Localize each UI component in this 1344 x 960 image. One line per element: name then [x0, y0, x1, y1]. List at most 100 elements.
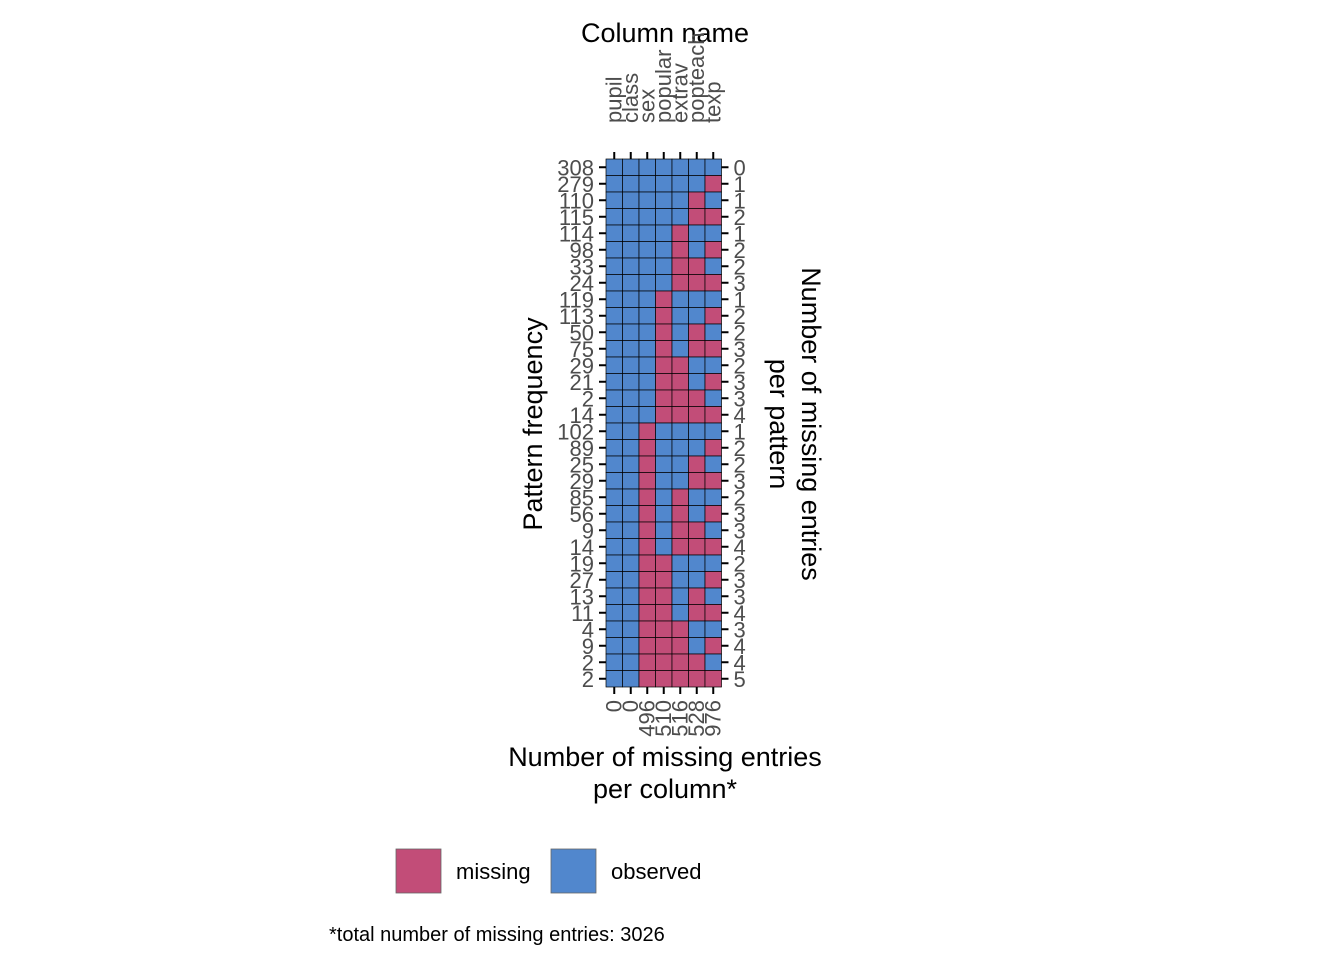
- cell-observed: [622, 290, 640, 308]
- cell-observed: [688, 439, 706, 457]
- cell-missing: [688, 323, 706, 341]
- cell-missing: [704, 274, 722, 292]
- cell-missing: [671, 241, 689, 259]
- cell-missing: [638, 488, 656, 506]
- cell-observed: [622, 538, 640, 556]
- cell-observed: [671, 191, 689, 209]
- cell-observed: [605, 521, 623, 539]
- cell-observed: [655, 257, 673, 275]
- cell-missing: [671, 505, 689, 523]
- cell-missing: [638, 472, 656, 490]
- cell-missing: [671, 373, 689, 391]
- cell-observed: [704, 290, 722, 308]
- cell-missing: [655, 340, 673, 358]
- column-label: class: [618, 73, 643, 123]
- cell-observed: [605, 653, 623, 671]
- cell-observed: [671, 554, 689, 572]
- cell-missing: [638, 538, 656, 556]
- cell-observed: [655, 175, 673, 193]
- column-label: popular: [651, 50, 676, 123]
- cell-observed: [622, 257, 640, 275]
- cell-missing: [704, 505, 722, 523]
- cell-observed: [688, 241, 706, 259]
- cell-observed: [655, 191, 673, 209]
- right-axis-title-line-2: per pattern: [764, 359, 794, 490]
- cell-observed: [688, 620, 706, 638]
- cell-missing: [671, 637, 689, 655]
- left-axis-title: Pattern frequency: [518, 317, 548, 531]
- cell-observed: [688, 637, 706, 655]
- cell-observed: [671, 208, 689, 226]
- cell-observed: [605, 208, 623, 226]
- cell-missing: [688, 521, 706, 539]
- cell-missing: [688, 472, 706, 490]
- cell-observed: [655, 521, 673, 539]
- pattern-frequency-label: 4: [582, 617, 594, 642]
- cell-missing: [671, 620, 689, 638]
- cell-observed: [605, 670, 623, 688]
- cell-observed: [688, 373, 706, 391]
- cell-observed: [622, 340, 640, 358]
- cell-observed: [638, 340, 656, 358]
- cell-observed: [671, 340, 689, 358]
- missing-per-pattern-label: 5: [734, 667, 746, 692]
- cell-observed: [622, 472, 640, 490]
- missing-per-pattern-label: 3: [734, 617, 746, 642]
- cell-missing: [638, 505, 656, 523]
- cell-missing: [704, 472, 722, 490]
- cell-missing: [688, 274, 706, 292]
- cell-observed: [655, 505, 673, 523]
- pattern-frequency-label: 56: [570, 502, 594, 527]
- cell-observed: [638, 175, 656, 193]
- cell-missing: [688, 653, 706, 671]
- cell-missing: [704, 637, 722, 655]
- cell-observed: [605, 175, 623, 193]
- cell-missing: [638, 455, 656, 473]
- cell-observed: [622, 505, 640, 523]
- missing-per-pattern-label: 2: [734, 304, 746, 329]
- cell-observed: [605, 422, 623, 440]
- cell-observed: [622, 356, 640, 374]
- cell-missing: [655, 670, 673, 688]
- column-label: sex: [634, 89, 659, 123]
- pattern-frequency-label: 24: [570, 271, 594, 296]
- cell-observed: [622, 637, 640, 655]
- cell-observed: [688, 158, 706, 176]
- missing-per-pattern-label: 3: [734, 370, 746, 395]
- missing-per-pattern-label: 3: [734, 386, 746, 411]
- cell-observed: [622, 670, 640, 688]
- cell-observed: [622, 224, 640, 242]
- legend-swatch-missing: [395, 848, 442, 894]
- missing-per-pattern-label: 3: [734, 502, 746, 527]
- top-axis-title: Column name: [581, 18, 749, 48]
- cell-observed: [704, 257, 722, 275]
- cell-observed: [671, 439, 689, 457]
- cell-missing: [671, 653, 689, 671]
- missing-per-pattern-label: 2: [734, 205, 746, 230]
- bottom-axis-ticks: [613, 687, 715, 694]
- missing-per-pattern-label: 3: [734, 584, 746, 609]
- cell-observed: [704, 521, 722, 539]
- cell-missing: [671, 356, 689, 374]
- cell-observed: [622, 620, 640, 638]
- cell-missing: [704, 439, 722, 457]
- pattern-frequency-label: 89: [570, 436, 594, 461]
- pattern-frequency-label: 85: [570, 485, 594, 510]
- cell-observed: [605, 571, 623, 589]
- pattern-frequency-label: 9: [582, 518, 594, 543]
- cell-missing: [638, 587, 656, 605]
- cell-missing: [655, 323, 673, 341]
- cell-observed: [704, 224, 722, 242]
- cell-missing: [655, 620, 673, 638]
- cell-missing: [655, 389, 673, 407]
- cell-observed: [638, 241, 656, 259]
- cell-observed: [704, 455, 722, 473]
- cell-observed: [638, 356, 656, 374]
- cell-observed: [704, 389, 722, 407]
- column-label: texp: [700, 81, 725, 123]
- cell-observed: [655, 538, 673, 556]
- cell-observed: [704, 323, 722, 341]
